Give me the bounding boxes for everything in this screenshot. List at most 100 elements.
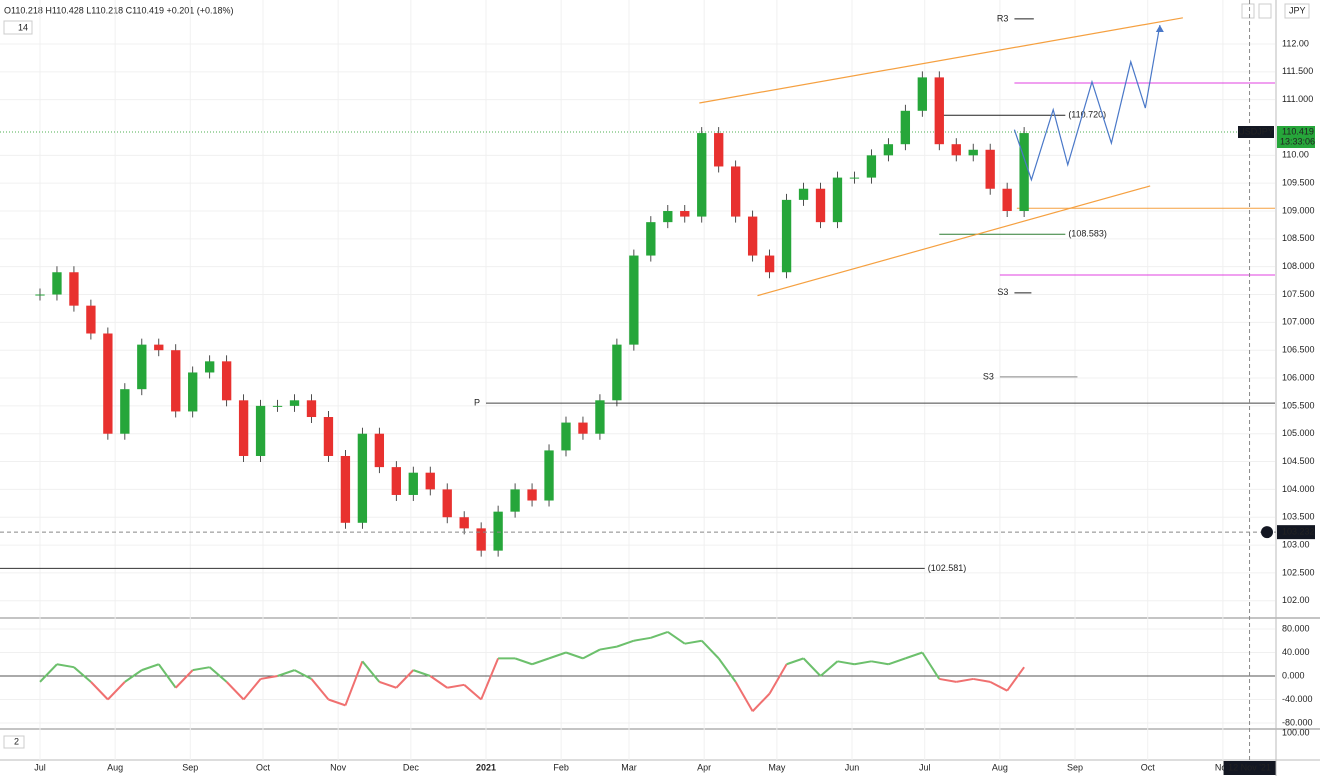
currency-button[interactable]: [1284, 3, 1310, 19]
y-tick-label: 111.000: [1282, 94, 1313, 104]
y-tick-label: 104.500: [1282, 456, 1315, 466]
y-tick-label: 105.500: [1282, 400, 1315, 410]
y-tick-label: 112.00: [1282, 38, 1309, 48]
candle-body: [629, 255, 639, 345]
symbol-label: USDJPY: [1238, 126, 1274, 136]
scroll-button[interactable]: [1241, 3, 1255, 19]
candle-body: [985, 149, 995, 189]
y-tick-label: 108.000: [1282, 261, 1315, 271]
oscillator-segment: [819, 660, 839, 677]
oscillator-segment: [1006, 666, 1025, 692]
candle-body: [374, 433, 385, 468]
candle-body: [35, 294, 45, 296]
candle-body: [934, 77, 944, 145]
osc-tick-label: -40.000: [1282, 694, 1313, 704]
candle-body: [188, 372, 198, 412]
candle-body: [255, 405, 266, 456]
x-tick-label: Aug: [107, 762, 123, 772]
x-tick-label: Aug: [992, 762, 1008, 772]
oscillator-segment: [717, 657, 737, 683]
oscillator-segment: [107, 681, 126, 701]
candle-body: [951, 144, 961, 156]
x-tick-label: Nov: [330, 762, 347, 772]
candle-body: [69, 272, 79, 306]
price-box: [1277, 126, 1315, 149]
oscillator-segment: [192, 666, 210, 672]
oscillator-segment: [514, 657, 533, 666]
candle-body: [272, 405, 283, 407]
oscillator-segment: [973, 677, 991, 683]
x-tick-label: Oct: [1141, 762, 1156, 772]
candle-body: [968, 149, 978, 156]
candle-body: [120, 389, 130, 434]
y-tick-label: 107.500: [1282, 289, 1315, 299]
candle-body: [883, 144, 894, 156]
candle-body: [306, 400, 317, 418]
y-tick-label: 105.000: [1282, 428, 1315, 438]
oscillator-segment: [871, 660, 889, 666]
candle-body: [357, 433, 368, 523]
y-tick-label: 109.000: [1282, 205, 1315, 215]
osc-tick-label: 80.000: [1282, 623, 1310, 633]
oscillator-segment: [124, 669, 143, 683]
osc-tick-label: -80.000: [1282, 717, 1313, 727]
candle-body: [221, 361, 232, 401]
x-tick-label: Feb: [553, 762, 569, 772]
crosshair-x-box: [1223, 761, 1276, 775]
y-tick-label: 108.500: [1282, 233, 1315, 243]
oscillator-segment: [157, 663, 177, 689]
candle-body: [171, 350, 181, 412]
panel3-toggle[interactable]: [3, 735, 25, 749]
candle-body: [510, 489, 520, 512]
oscillator-segment: [175, 669, 194, 689]
x-tick-label: 2021: [476, 762, 496, 772]
projection-path: [1013, 24, 1161, 182]
level-label: S3: [997, 287, 1008, 297]
candle-body: [103, 333, 113, 434]
candle-body: [697, 133, 707, 217]
oscillator-segment: [751, 692, 771, 712]
oscillator-segment: [209, 666, 228, 683]
x-tick-label: Jun: [845, 762, 860, 772]
currency: JPY: [1289, 5, 1306, 15]
oscillator-segment: [310, 678, 330, 701]
level-label: R3: [997, 13, 1009, 23]
oscillator-segment: [141, 663, 160, 672]
reset-button[interactable]: [1258, 3, 1272, 19]
oscillator-segment: [565, 651, 584, 660]
y-tick-label: 102.00: [1282, 595, 1310, 605]
y-tick-label: 106.500: [1282, 345, 1315, 355]
oscillator-segment: [888, 657, 906, 666]
oscillator-segment: [90, 681, 109, 701]
oscillator-segment: [344, 660, 364, 706]
x-tick-label: Jul: [919, 762, 931, 772]
oscillator-segment: [650, 630, 669, 639]
channel-line: [699, 17, 1183, 104]
level-label: P: [474, 397, 480, 407]
candle-body: [1002, 188, 1012, 212]
oscillator-segment: [480, 657, 500, 700]
oscillator-segment: [447, 683, 465, 689]
level-label: (110.720): [1068, 110, 1106, 120]
oscillator-segment: [616, 639, 635, 648]
oscillator-segment: [582, 648, 601, 660]
oscillator-segment: [956, 677, 974, 683]
candle-body: [289, 400, 300, 406]
crosshair-add: [1261, 526, 1273, 539]
oscillator-segment: [837, 660, 855, 666]
oscillator-segment: [989, 680, 1008, 692]
x-tick-label: Nov: [1215, 762, 1232, 772]
x-tick-label: Apr: [697, 762, 711, 772]
candle-body: [154, 344, 164, 351]
indicator-toggle[interactable]: [3, 20, 33, 35]
crosshair-x-label: 12 Nov '21: [1228, 762, 1271, 772]
price-label: 110.419: [1282, 126, 1314, 136]
candle-body: [408, 472, 418, 495]
oscillator-segment: [701, 640, 720, 660]
candle-body: [680, 211, 690, 217]
osc-tick-label: 40.000: [1282, 647, 1310, 657]
candle-body: [1019, 133, 1029, 212]
oscillator-segment: [802, 657, 822, 677]
